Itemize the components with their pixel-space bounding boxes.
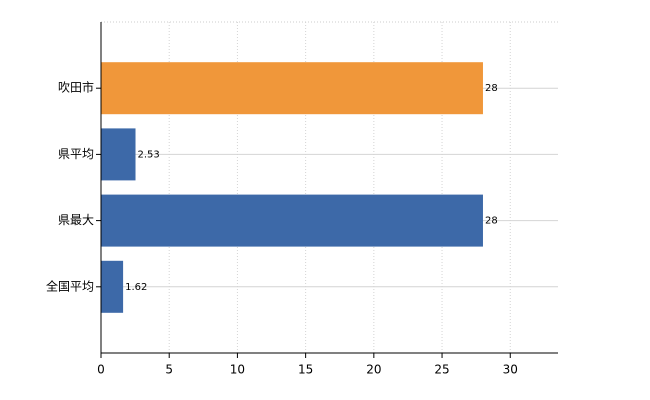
x-tick-label: 5: [165, 363, 173, 377]
bar: [101, 260, 124, 313]
x-tick-label: 15: [298, 363, 313, 377]
value-label: 28: [485, 216, 498, 227]
x-tick-label: 20: [366, 363, 381, 377]
value-label: 1.62: [125, 282, 147, 293]
y-tick-label: 県平均: [58, 147, 94, 161]
y-tick-label: 吹田市: [58, 80, 94, 95]
x-tick-label: 25: [434, 363, 449, 377]
x-tick-label: 0: [97, 363, 105, 377]
value-label: 2.53: [138, 149, 160, 160]
x-tick-label: 10: [230, 363, 245, 377]
bar: [101, 194, 483, 247]
bar: [101, 62, 483, 115]
x-tick-label: 30: [503, 363, 518, 377]
y-tick-label: 全国平均: [46, 278, 94, 293]
y-tick-label: 県最大: [58, 213, 94, 227]
value-label: 28: [485, 83, 498, 94]
bar: [101, 128, 136, 181]
